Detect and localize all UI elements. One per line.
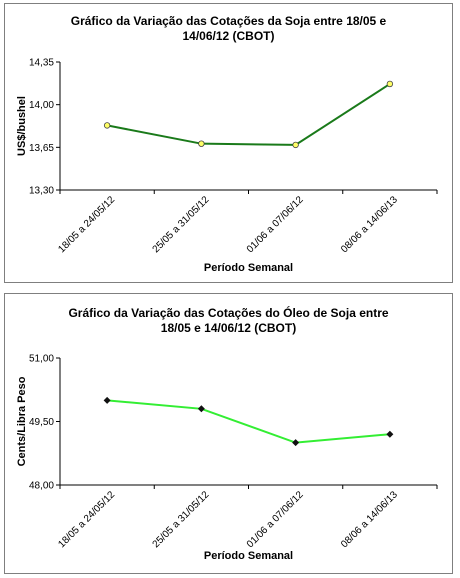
x-tick-label: 01/06 a 07/06/12 — [245, 489, 306, 550]
y-tick-label: 51,00 — [29, 354, 54, 365]
y-tick-label: 49,50 — [29, 417, 54, 428]
data-point-marker — [386, 430, 394, 438]
x-tick-label: 25/05 a 31/05/12 — [151, 489, 212, 550]
y-axis-title: US$/bushel — [16, 96, 28, 156]
data-point-marker — [198, 140, 205, 147]
soy-oil-price-chart-panel: Gráfico da Variação das Cotações do Óleo… — [4, 293, 453, 574]
data-point-marker — [292, 141, 299, 149]
x-axis-title: Período Semanal — [204, 262, 293, 274]
chart-title-line-2: 14/06/12 (CBOT) — [182, 29, 275, 43]
x-tick-label: 08/06 a 14/06/13 — [339, 489, 400, 550]
x-tick-label: 18/05 a 24/05/12 — [56, 489, 117, 550]
y-tick-label: 14,00 — [29, 100, 54, 111]
series-line — [107, 399, 390, 444]
data-point-marker — [386, 80, 394, 88]
chart-title: Gráfico da Variação das Cotações do Óleo… — [5, 306, 452, 336]
series-line — [106, 83, 391, 146]
data-point-marker — [197, 405, 205, 413]
soy-oil-price-chart: 48,00 49,50 51,00 18/05 a 24/05/12 25/05 a 3… — [16, 354, 438, 562]
x-tick-label: 01/06 a 07/06/12 — [245, 194, 306, 255]
x-tick-label: 25/05 a 31/05/12 — [151, 194, 212, 255]
y-axis-title: Cents/Libra Peso — [16, 376, 28, 466]
y-tick-label: 48,00 — [29, 481, 54, 492]
y-tick-label: 14,35 — [29, 58, 54, 69]
data-point-marker — [292, 439, 300, 447]
soy-price-chart-panel: Gráfico da Variação das Cotações da Soja… — [4, 3, 453, 283]
x-axis-title: Período Semanal — [204, 550, 293, 562]
x-tick-label: 18/05 a 24/05/12 — [56, 194, 117, 255]
chart-title-line-1: Gráfico da Variação das Cotações da Soja… — [70, 14, 387, 28]
data-point-marker — [103, 396, 111, 404]
chart-title-line-1: Gráfico da Variação das Cotações do Óleo… — [68, 306, 389, 320]
chart-title: Gráfico da Variação das Cotações da Soja… — [5, 14, 452, 44]
y-tick-label: 13,30 — [29, 186, 54, 197]
soy-price-chart: 13,30 13,65 14,00 14,35 18/05 a 24/05/12 25/0… — [16, 58, 438, 274]
chart-title-line-2: 18/05 e 14/06/12 (CBOT) — [160, 321, 297, 335]
data-point-marker — [103, 122, 111, 129]
x-tick-label: 08/06 a 14/06/13 — [339, 194, 400, 255]
y-tick-label: 13,65 — [29, 143, 54, 154]
